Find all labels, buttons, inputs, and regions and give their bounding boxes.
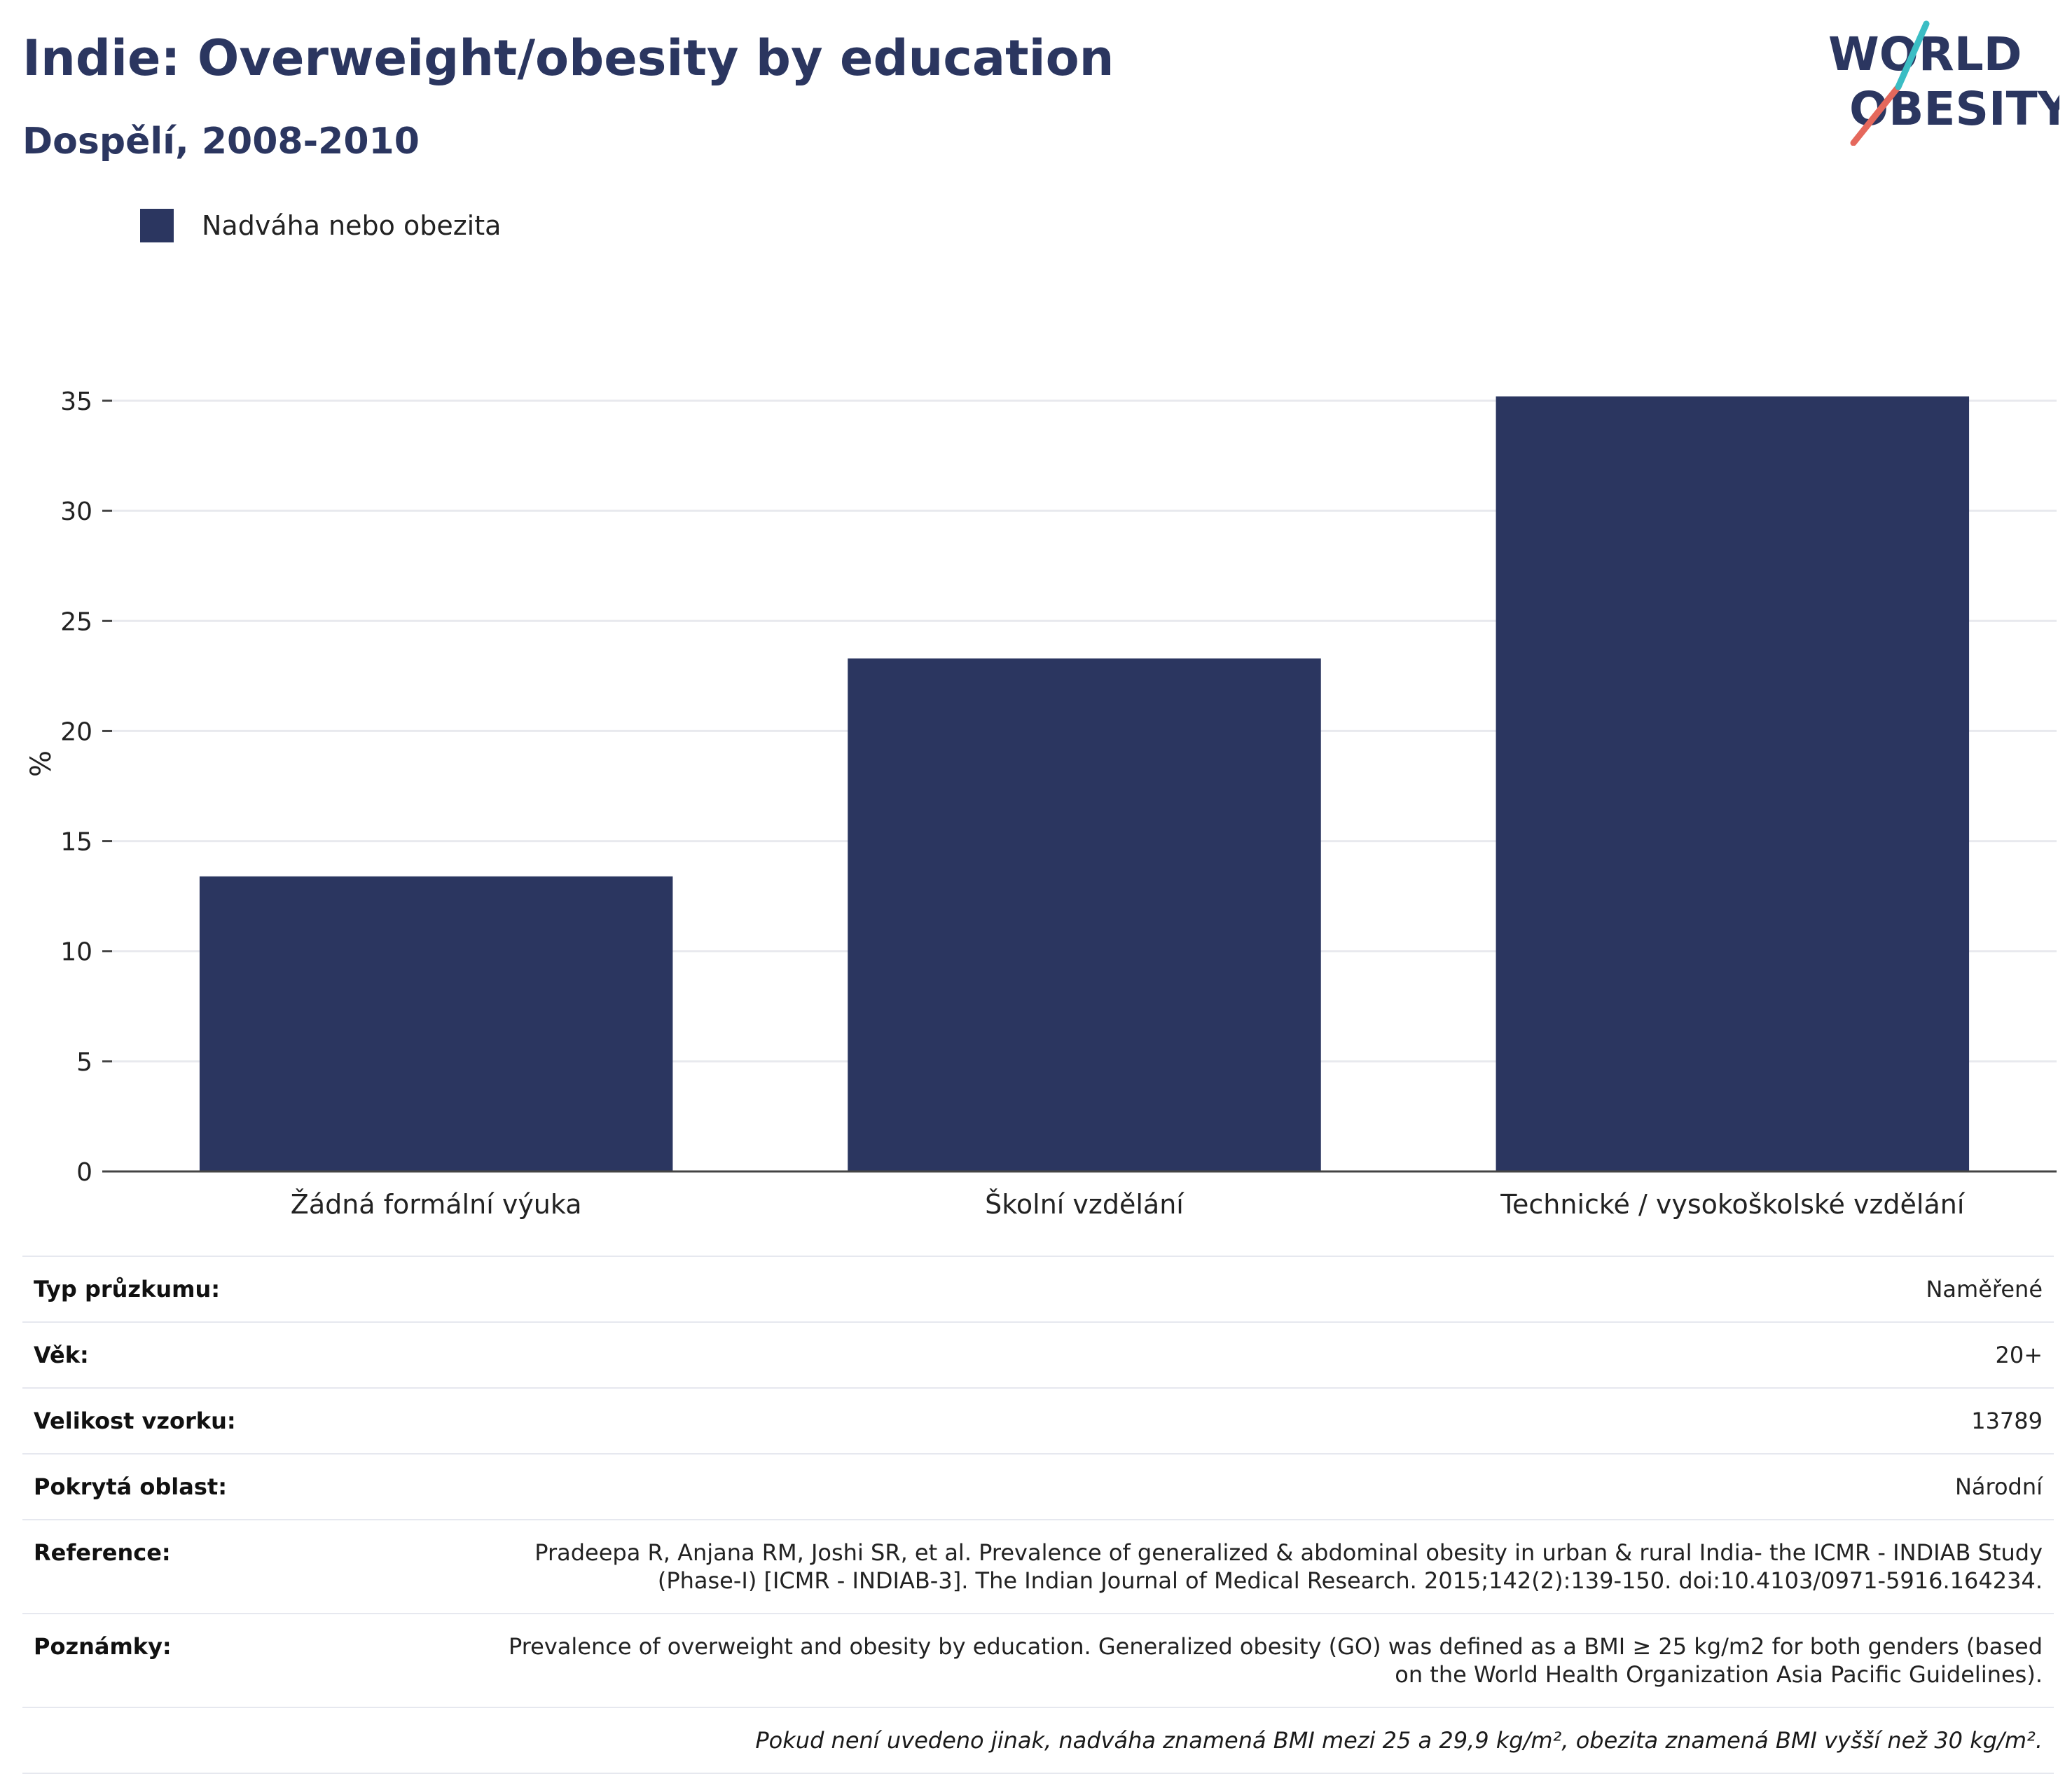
info-row-age: Věk: 20+ [22,1321,2054,1387]
legend-swatch [140,209,174,242]
info-key: Věk: [34,1342,89,1368]
bar[interactable] [199,876,673,1171]
notes-line-2: on the World Health Organization Asia Pa… [1395,1661,2043,1688]
y-tick-label: 0 [76,1158,92,1187]
x-tick-label: Školní vzdělání [985,1189,1185,1220]
info-value: Prevalence of overweight and obesity by … [384,1632,2043,1689]
y-tick-label: 35 [60,387,92,416]
logo-slash-red [1850,83,1902,146]
notes-line-1: Prevalence of overweight and obesity by … [508,1633,2043,1660]
x-tick-label: Žádná formální výuka [291,1189,582,1220]
info-key: Reference: [34,1539,171,1566]
reference-line-1: Pradeepa R, Anjana RM, Joshi SR, et al. … [534,1539,2043,1566]
info-value: 20+ [1995,1342,2043,1368]
legend[interactable]: Nadváha nebo obezita [140,209,501,242]
info-row-survey-type: Typ průzkumu: Naměřené [22,1256,2054,1321]
info-value: Pradeepa R, Anjana RM, Joshi SR, et al. … [384,1539,2043,1595]
y-tick-label: 20 [60,717,92,746]
y-axis-ticks: 0 5 10 15 20 25 30 35 [60,387,112,1187]
logo-slash-teal [1895,20,1930,90]
bar-chart: 0 5 10 15 20 25 30 35 % Žádná formální výuka Ško… [25,387,2057,1220]
y-axis-label: % [25,750,57,777]
y-tick-label: 30 [60,497,92,526]
info-table: Typ průzkumu: Naměřené Věk: 20+ Velikost… [22,1256,2054,1774]
info-key: Poznámky: [34,1633,172,1660]
y-tick-label: 10 [60,938,92,967]
info-row-area: Pokrytá oblast: Národní [22,1453,2054,1519]
legend-label: Nadváha nebo obezita [202,210,502,241]
chart-subtitle: Dospělí, 2008-2010 [22,121,420,163]
info-key: Velikost vzorku: [34,1408,236,1434]
y-tick-label: 15 [60,828,92,857]
x-axis-ticks: Žádná formální výuka Školní vzdělání Techn… [291,1189,1966,1220]
bars [199,396,1970,1171]
info-row-sample-size: Velikost vzorku: 13789 [22,1387,2054,1453]
y-tick-label: 25 [60,607,92,636]
chart-title: Indie: Overweight/obesity by education [22,29,1114,87]
bar[interactable] [1496,396,1970,1171]
footnote: Pokud není uvedeno jinak, nadváha znamen… [755,1727,2043,1754]
info-row-notes: Poznámky: Prevalence of overweight and o… [22,1613,2054,1707]
logo-text-line1: WORLD [1828,27,2022,81]
info-row-footnote: Pokud není uvedeno jinak, nadváha znamen… [22,1707,2054,1774]
info-row-reference: Reference: Pradeepa R, Anjana RM, Joshi … [22,1519,2054,1613]
y-tick-label: 5 [76,1048,92,1077]
info-value: Naměřené [1926,1276,2043,1302]
info-value: 13789 [1971,1408,2043,1434]
info-key: Typ průzkumu: [34,1276,221,1302]
bar[interactable] [848,658,1321,1171]
reference-line-2: (Phase-I) [ICMR - INDIAB-3]. The Indian … [657,1567,2043,1594]
x-tick-label: Technické / vysokoškolské vzdělání [1500,1189,1966,1220]
world-obesity-logo: WORLD OBESITY [1828,20,2059,146]
info-key: Pokrytá oblast: [34,1473,227,1500]
info-value: Národní [1954,1473,2043,1500]
